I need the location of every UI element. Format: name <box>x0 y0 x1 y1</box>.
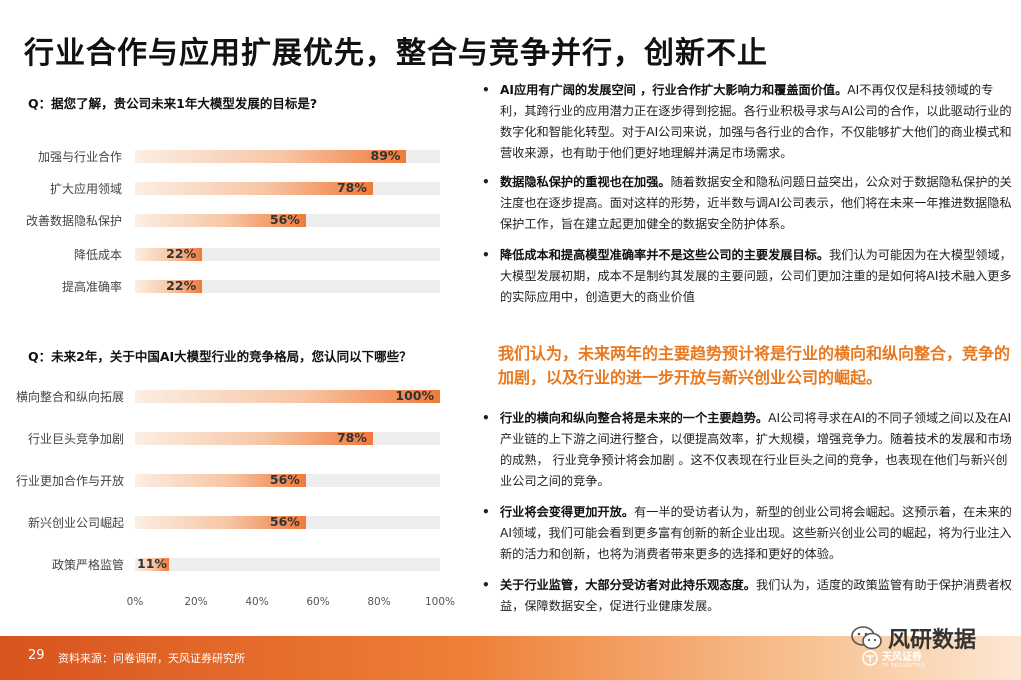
bar <box>135 280 203 293</box>
bar-value-label: 56% <box>269 212 300 227</box>
bar-value-label: 56% <box>269 514 300 529</box>
bar-category-label: 行业更加合作与开放 <box>15 474 124 488</box>
bar-category-label: 加强与行业合作 <box>37 150 122 164</box>
highlight-conclusion: 我们认为，未来两年的主要趋势预计将是行业的横向和纵向整合，竞争的加剧，以及行业的… <box>498 344 1011 387</box>
bar-category-label: 降低成本 <box>73 248 122 262</box>
bar-track: 100% <box>135 388 440 403</box>
bar-track: 11% <box>135 556 440 571</box>
bar-category-label: 提高准确率 <box>61 280 122 294</box>
bullet-text: 我们认为可能因为在大模型领域，大模型发展初期，成本不是制约其发展的主要问题，公司… <box>500 248 1012 304</box>
bullet-text: AI公司将寻求在AI的不同子领域之间以及在AI产业链的上下游之间进行整合，以便提… <box>500 411 1012 488</box>
bar <box>135 516 306 529</box>
bar-track: 56% <box>135 472 440 487</box>
bar-track: 89% <box>135 148 440 163</box>
bar <box>135 390 440 403</box>
wechat-watermark: 风研数据 <box>850 622 976 654</box>
bar-value-label: 78% <box>336 430 367 445</box>
bar-value-label: 100% <box>395 388 434 403</box>
bar <box>135 248 203 261</box>
bullet-ai-cooperation: AI应用有广阔的发展空间 ，行业合作扩大影响力和覆盖面价值。AI不再仅仅是科技领… <box>478 80 1014 164</box>
tf-logo-icon <box>862 650 878 670</box>
logo-sub: TF SECURITIES <box>882 662 926 669</box>
bullet-bold: 行业将会变得更加开放。 <box>500 505 635 519</box>
x-tick-label: 40% <box>245 596 269 608</box>
bar <box>135 432 373 445</box>
x-tick-label: 100% <box>424 596 456 608</box>
x-tick-label: 60% <box>306 596 330 608</box>
bullet-regulation: 关于行业监管，大部分受访者对此持乐观态度。我们认为，适度的政策监管有助于保护消费… <box>478 575 1014 617</box>
bar <box>135 558 169 571</box>
bullet-bold: 行业的横向和纵向整合将是未来的一个主要趋势。 <box>500 411 769 425</box>
bar <box>135 474 306 487</box>
bar-track: 56% <box>135 212 440 227</box>
tf-securities-logo: 天风证券 TF SECURITIES <box>862 650 925 670</box>
bar-category-label: 政策严格监管 <box>51 558 124 572</box>
bullet-text: 随着数据安全和隐私问题日益突出，公众对于数据隐私保护的关注度也在逐步提高。面对这… <box>500 175 1012 231</box>
bar-track: 78% <box>135 430 440 445</box>
x-tick-label: 20% <box>184 596 208 608</box>
wechat-icon <box>850 625 884 651</box>
bullet-text: 我们认为，适度的政策监管有助于保护消费者权益，保障数据安全，促进行业健康发展。 <box>500 578 1012 613</box>
bullet-text: 有一半的受访者认为，新型的创业公司将会崛起。这预示着，在未来的AI领域，我们可能… <box>500 505 1012 561</box>
bar-category-label: 行业巨头竞争加剧 <box>27 432 124 446</box>
page-number: 29 <box>28 648 45 663</box>
x-tick-label: 0% <box>126 596 144 608</box>
bar-value-label: 78% <box>336 180 367 195</box>
bullets-bottom: 行业的横向和纵向整合将是未来的一个主要趋势。AI公司将寻求在AI的不同子领域之间… <box>478 408 1014 617</box>
bullet-integration: 行业的横向和纵向整合将是未来的一个主要趋势。AI公司将寻求在AI的不同子领域之间… <box>478 408 1014 492</box>
bar <box>135 150 407 163</box>
source-note: 资料来源：问卷调研，天风证券研究所 <box>58 652 245 665</box>
bar-value-label: 11% <box>137 556 167 571</box>
bullet-bold: 降低成本和提高模型准确率并不是这些公司的主要发展目标。 <box>500 248 830 262</box>
bar-value-label: 56% <box>269 472 300 487</box>
bar-category-label: 扩大应用领域 <box>49 182 122 196</box>
bullet-bold: AI应用有广阔的发展空间 ，行业合作扩大影响力和覆盖面价值。 <box>500 83 848 97</box>
chart2-title: Q：未来2年，关于中国AI大模型行业的竞争格局，您认同以下哪些？ <box>28 349 412 364</box>
bullet-data-privacy: 数据隐私保护的重视也在加强。随着数据安全和隐私问题日益突出，公众对于数据隐私保护… <box>478 172 1014 235</box>
slide-title: 行业合作与应用扩展优先，整合与竞争并行，创新不止 <box>24 36 768 71</box>
watermark-name: 风研数据 <box>888 628 977 653</box>
bar-track: 22% <box>135 278 440 293</box>
x-tick-label: 80% <box>367 596 391 608</box>
bar-track: 56% <box>135 514 440 529</box>
footer-bar <box>0 636 1021 680</box>
bar-category-label: 改善数据隐私保护 <box>25 214 122 228</box>
logo-name: 天风证券 <box>882 651 922 663</box>
bullet-bold: 数据隐私保护的重视也在加强。 <box>500 175 671 189</box>
bar <box>135 214 306 227</box>
bullet-openness: 行业将会变得更加开放。有一半的受访者认为，新型的创业公司将会崛起。这预示着，在未… <box>478 502 1014 565</box>
bar-value-label: 89% <box>370 148 401 163</box>
chart1-title: Q：据您了解，贵公司未来1年大模型发展的目标是? <box>28 96 318 111</box>
bullet-bold: 关于行业监管，大部分受访者对此持乐观态度。 <box>500 578 756 592</box>
bullets-top: AI应用有广阔的发展空间 ，行业合作扩大影响力和覆盖面价值。AI不再仅仅是科技领… <box>478 80 1014 308</box>
bar-value-label: 22% <box>166 278 197 293</box>
bar-category-label: 新兴创业公司崛起 <box>27 516 124 530</box>
bullet-text: AI不再仅仅是科技领域的专利，其跨行业的应用潜力正在逐步得到挖掘。各行业积极寻求… <box>500 83 1012 160</box>
bar-category-label: 横向整合和纵向拓展 <box>15 390 124 404</box>
bar <box>135 182 373 195</box>
bar-value-label: 22% <box>166 246 197 261</box>
bullet-cost-accuracy: 降低成本和提高模型准确率并不是这些公司的主要发展目标。我们认为可能因为在大模型领… <box>478 245 1014 308</box>
bar-track: 22% <box>135 246 440 261</box>
bar-track: 78% <box>135 180 440 195</box>
